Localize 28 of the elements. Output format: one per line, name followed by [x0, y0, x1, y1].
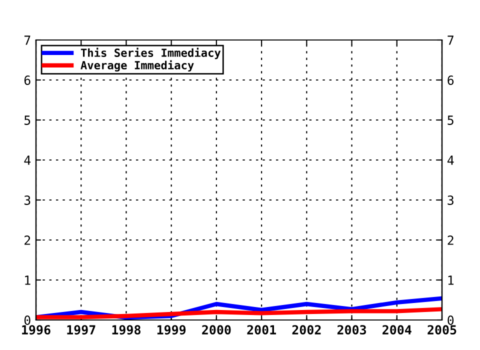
x-tick-label: 2002: [292, 325, 321, 335]
y2-tick-label: 6: [448, 76, 454, 85]
x-tick-label: 2001: [247, 325, 276, 335]
y2-tick-label: 5: [448, 116, 454, 125]
x-tick-label: 2000: [202, 325, 231, 335]
y2-tick-label: 2: [448, 236, 454, 245]
y-tick-label: 7: [24, 36, 30, 45]
x-tick-label: 1998: [112, 325, 140, 335]
x-tick-label: 1999: [157, 325, 186, 335]
y-tick-label: 1: [25, 276, 30, 285]
y-tick-label: 5: [24, 116, 30, 125]
y-tick-label: 2: [24, 236, 30, 245]
x-tick-label: 2003: [337, 325, 366, 335]
x-tick-label: 2004: [382, 325, 412, 335]
y-tick-label: 0: [24, 316, 30, 325]
x-tick-label: 1996: [22, 325, 50, 335]
x-tick-label: 2005: [428, 325, 456, 335]
y2-tick-label: 4: [447, 156, 454, 165]
y2-tick-label: 3: [448, 196, 454, 205]
y2-tick-label: 0: [448, 316, 454, 325]
y2-tick-label: 1: [448, 276, 454, 285]
y-tick-label: 4: [24, 156, 31, 165]
legend-label: Average Immediacy: [80, 60, 194, 72]
x-tick-label: 1997: [67, 325, 96, 335]
y2-tick-label: 7: [448, 36, 454, 45]
y-tick-label: 3: [24, 196, 30, 205]
legend-label: This Series Immediacy: [80, 48, 221, 60]
y-tick-label: 6: [24, 76, 30, 85]
